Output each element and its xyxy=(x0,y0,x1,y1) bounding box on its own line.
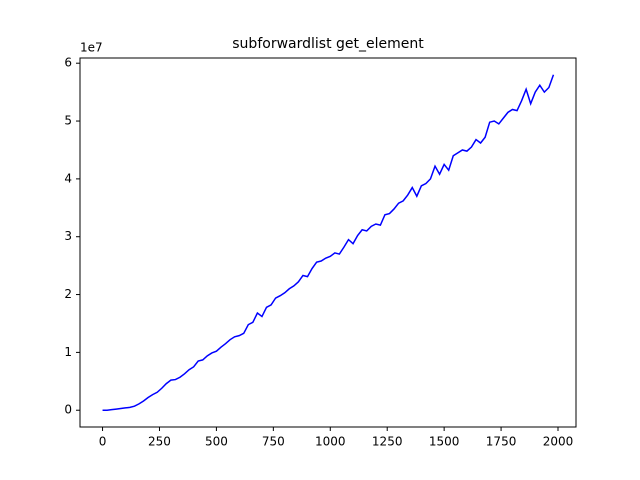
chart-title: subforwardlist get_element xyxy=(232,36,424,52)
y-tick-label: 5 xyxy=(64,114,72,128)
x-tick-label: 0 xyxy=(99,435,107,449)
x-tick-label: 2000 xyxy=(543,435,574,449)
y-tick-label: 4 xyxy=(64,171,72,185)
y-tick-label: 6 xyxy=(64,56,72,70)
y-tick-label: 1 xyxy=(64,345,72,359)
y-tick-label: 3 xyxy=(64,229,72,243)
x-tick-label: 1500 xyxy=(429,435,460,449)
axes-frame xyxy=(79,57,577,428)
y-tick-label: 2 xyxy=(64,287,72,301)
x-tick-label: 1250 xyxy=(372,435,403,449)
x-tick-label: 1000 xyxy=(315,435,346,449)
data-line xyxy=(102,74,555,411)
x-tick-label: 750 xyxy=(262,435,285,449)
x-tick-label: 500 xyxy=(205,435,228,449)
y-offset-label: 1e7 xyxy=(80,41,103,55)
x-tick-label: 1750 xyxy=(486,435,517,449)
y-tick-label: 0 xyxy=(64,403,72,417)
x-tick-label: 250 xyxy=(148,435,171,449)
